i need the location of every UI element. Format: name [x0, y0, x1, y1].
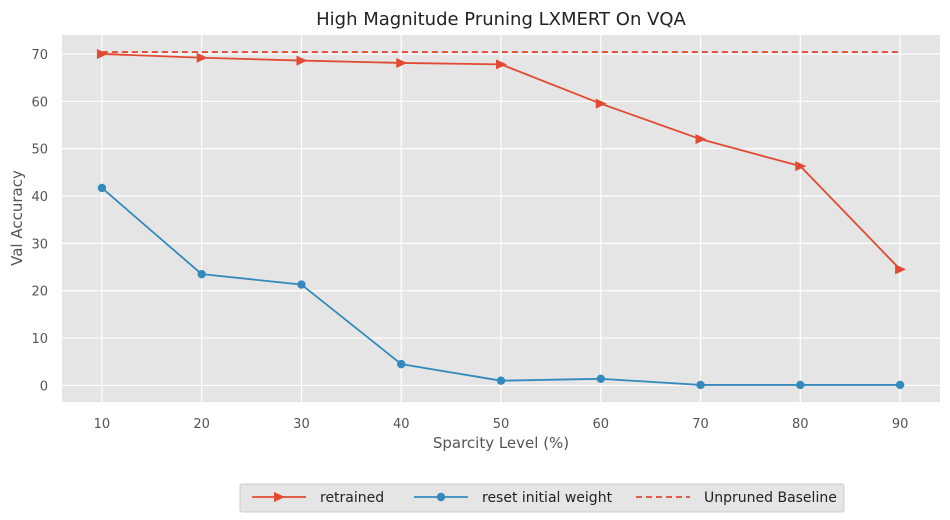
x-tick-label: 30 [293, 417, 310, 432]
chart-title: High Magnitude Pruning LXMERT On VQA [316, 9, 686, 30]
legend-label: Unpruned Baseline [704, 490, 837, 506]
x-tick-label: 90 [892, 417, 909, 432]
data-point [796, 380, 805, 390]
legend-item: Unpruned Baseline [636, 490, 837, 506]
data-point [895, 380, 905, 390]
series-layer [96, 48, 907, 390]
data-point [895, 264, 907, 275]
legend-entries: retrained reset initial weight Unpruned Ba… [252, 490, 837, 506]
series-reset-initial-weight [97, 183, 905, 390]
data-point [496, 376, 506, 385]
x-tick-label: 10 [94, 417, 111, 432]
data-point [795, 161, 807, 172]
data-point [696, 380, 705, 390]
y-tick-label: 60 [31, 95, 48, 110]
series-retrained [96, 48, 907, 275]
legend: retrained reset initial weight Unpruned Ba… [239, 483, 845, 513]
legend-label: retrained [320, 490, 384, 506]
legend-item: reset initial weight [414, 490, 613, 506]
data-point [595, 98, 607, 109]
x-axis-label: Sparcity Level (%) [433, 434, 569, 452]
data-point [196, 52, 208, 63]
data-point [296, 55, 308, 66]
data-point [97, 183, 107, 193]
data-point [695, 134, 707, 145]
data-point [96, 48, 108, 59]
data-point [297, 280, 306, 289]
x-tick-label: 70 [692, 417, 709, 432]
y-tick-label: 20 [31, 285, 48, 300]
x-tick-label: 60 [592, 417, 609, 432]
data-point [197, 269, 206, 279]
legend-label: reset initial weight [482, 490, 613, 506]
y-tick-label: 50 [31, 143, 48, 158]
data-point [396, 57, 408, 68]
x-tick-label: 50 [493, 417, 510, 432]
y-tick-label: 10 [31, 332, 48, 347]
data-point [397, 359, 406, 369]
x-tick-label: 20 [193, 417, 210, 432]
data-point [496, 59, 507, 70]
x-tick-label: 80 [792, 417, 809, 432]
tick-labels: 10 20 30 40 50 60 70 80 90 0 10 20 30 40 50 60 70 [31, 48, 908, 432]
legend-swatch-marker [274, 492, 285, 502]
legend-item: retrained [252, 490, 384, 506]
y-tick-label: 30 [31, 237, 48, 252]
legend-swatch-marker [436, 492, 446, 502]
x-tick-label: 40 [393, 417, 410, 432]
y-tick-label: 0 [40, 379, 48, 394]
data-point [596, 374, 605, 383]
legend-box [239, 483, 845, 513]
y-tick-label: 70 [31, 48, 48, 63]
y-tick-label: 40 [31, 190, 48, 205]
y-axis-label: Val Accuracy [8, 170, 26, 266]
